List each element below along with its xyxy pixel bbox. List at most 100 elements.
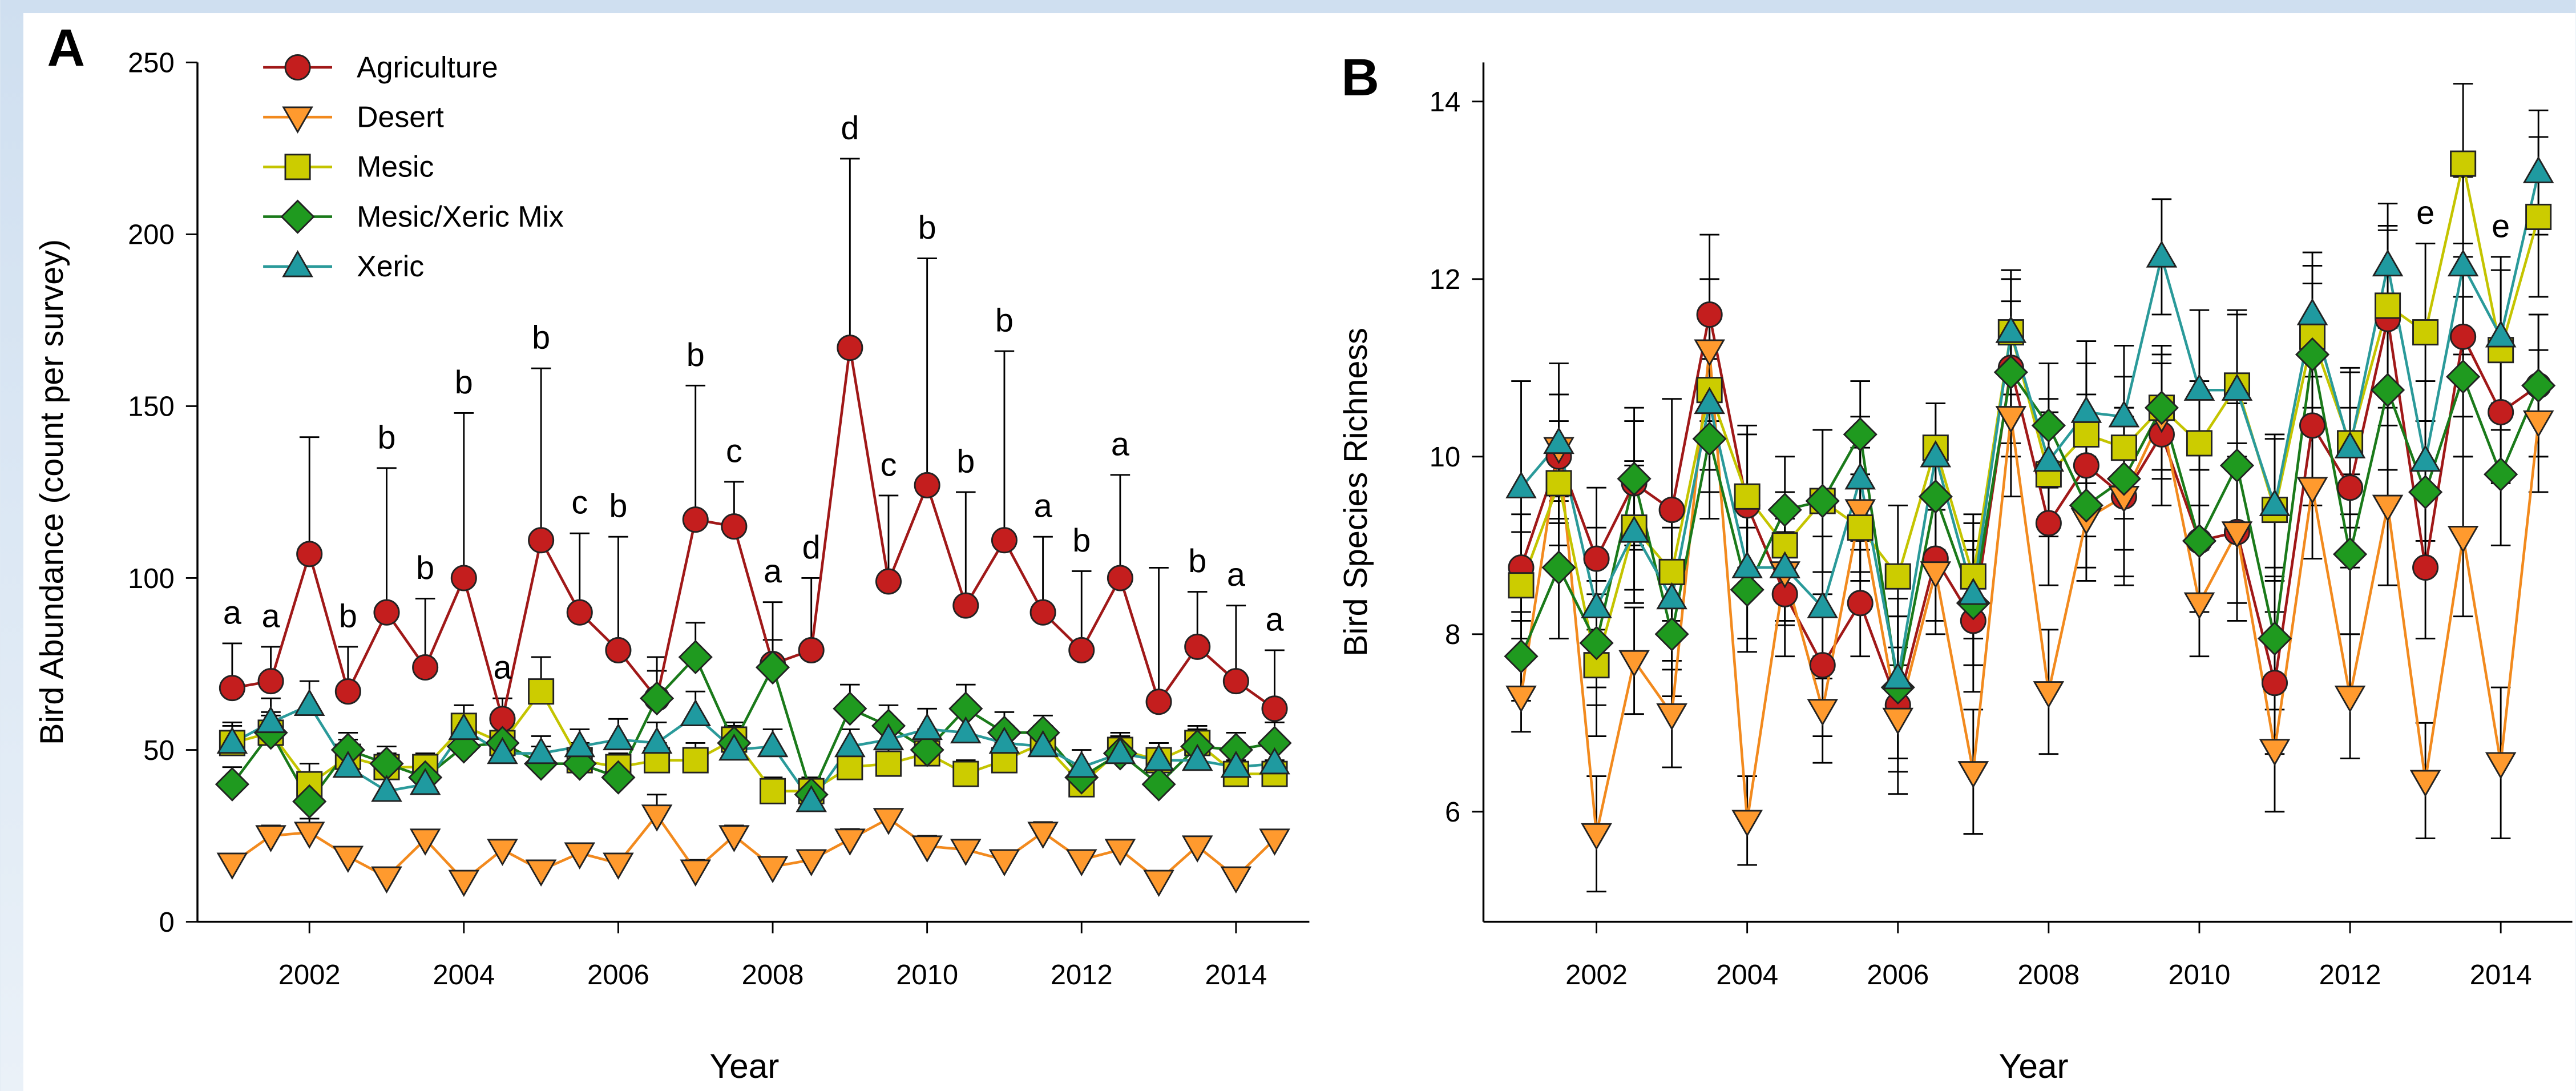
data-point [833,691,867,726]
data-point [1618,650,1650,678]
data-point [215,767,249,802]
x-tick-label: 2014 [1205,960,1267,991]
data-point [2337,474,2364,501]
data-point [216,852,248,880]
y-tick-label: 250 [128,48,175,79]
data-point [487,736,518,764]
legend-label: Mesic/Xeric Mix [357,200,564,233]
data-point [1957,761,1989,788]
data-point [1029,599,1056,626]
data-point [2106,461,2142,496]
data-point [680,699,712,727]
y-tick-label: 6 [1445,797,1460,828]
data-point [1027,730,1059,758]
data-point [2073,452,2099,479]
data-point [1694,387,1725,414]
error-bar [917,257,937,485]
data-point [2182,524,2217,558]
data-point [1508,572,1535,599]
group-letter: e [2492,208,2510,244]
data-point [2299,412,2326,439]
data-point [1027,822,1059,849]
data-point [2073,421,2099,448]
data-point [1884,563,1911,590]
legend-label: Xeric [357,249,424,283]
data-point [1104,736,1136,764]
data-point [2070,396,2102,423]
group-letter: c [726,433,742,469]
y-tick-label: 50 [143,735,174,766]
data-point [409,767,441,795]
plot-area: 6 8 10 12 14 2002 2004 2006 2008 2010 2012 2014 B Bir… [1338,48,2573,1085]
x-axis-title: Year [709,1046,779,1085]
data-point [1844,499,1876,526]
data-point [334,678,361,705]
data-point [255,706,286,734]
data-point [603,852,634,880]
data-point [1767,492,1802,528]
group-letter: b [609,488,627,525]
data-point [1541,550,1576,585]
data-point [2409,770,2441,798]
data-point [2412,554,2439,581]
group-letter: b [1188,543,1206,579]
x-tick-label: 2002 [1565,960,1628,991]
legend-marker [284,154,311,180]
data-point [2183,373,2215,401]
data-point [525,736,557,764]
data-point [1882,707,1914,735]
data-point [639,681,675,716]
data-point [1920,440,1952,468]
data-point [911,712,943,740]
data-point [1731,810,1763,838]
data-point [2372,249,2404,277]
data-point [2409,444,2441,472]
data-point [371,774,402,802]
data-point [2485,320,2517,348]
data-point [1843,417,1878,452]
legend-marker [282,250,313,277]
x-tick-label: 2010 [896,960,958,991]
data-point [1107,565,1133,591]
data-point [2525,203,2552,230]
data-point [373,599,400,626]
data-point [988,726,1020,754]
data-point [1809,652,1836,679]
data-point [2144,390,2179,425]
data-point [834,828,866,856]
x-tick-label: 2004 [1716,960,1778,991]
y-tick-label: 100 [128,563,175,594]
plot-area: 0 50 100 150 200 250 2002 2004 2006 2008 2010 2012 2… [34,18,1310,1085]
data-point [1220,750,1252,778]
series-line [232,347,1275,720]
group-letter: b [995,303,1014,339]
data-point [1104,839,1136,866]
data-point [1543,426,1574,454]
data-point [2108,400,2140,428]
data-point [1504,639,1539,674]
data-point [682,747,709,774]
error-bar [570,532,590,613]
data-point [2296,477,2328,504]
data-point [2488,398,2514,426]
data-point [2221,373,2253,401]
y-axis-title: Bird Abundance (count per survey) [34,239,70,745]
data-point [257,668,284,695]
data-point [412,654,439,681]
data-point [2372,494,2404,522]
series-line [231,703,1275,804]
data-point [911,835,943,863]
data-point [1261,695,1288,722]
group-letter: a [1111,426,1129,462]
x-tick-label: 2014 [2470,960,2532,991]
data-point [1259,747,1290,775]
data-point [2031,408,2066,443]
data-point [2521,368,2556,403]
y-axis-title: Bird Species Richness [1338,328,1374,657]
data-point [1617,461,1652,496]
data-point [564,730,596,758]
data-point [1847,514,1874,541]
data-point [1656,703,1687,731]
group-letter: b [918,210,936,246]
data-point [1581,823,1612,851]
